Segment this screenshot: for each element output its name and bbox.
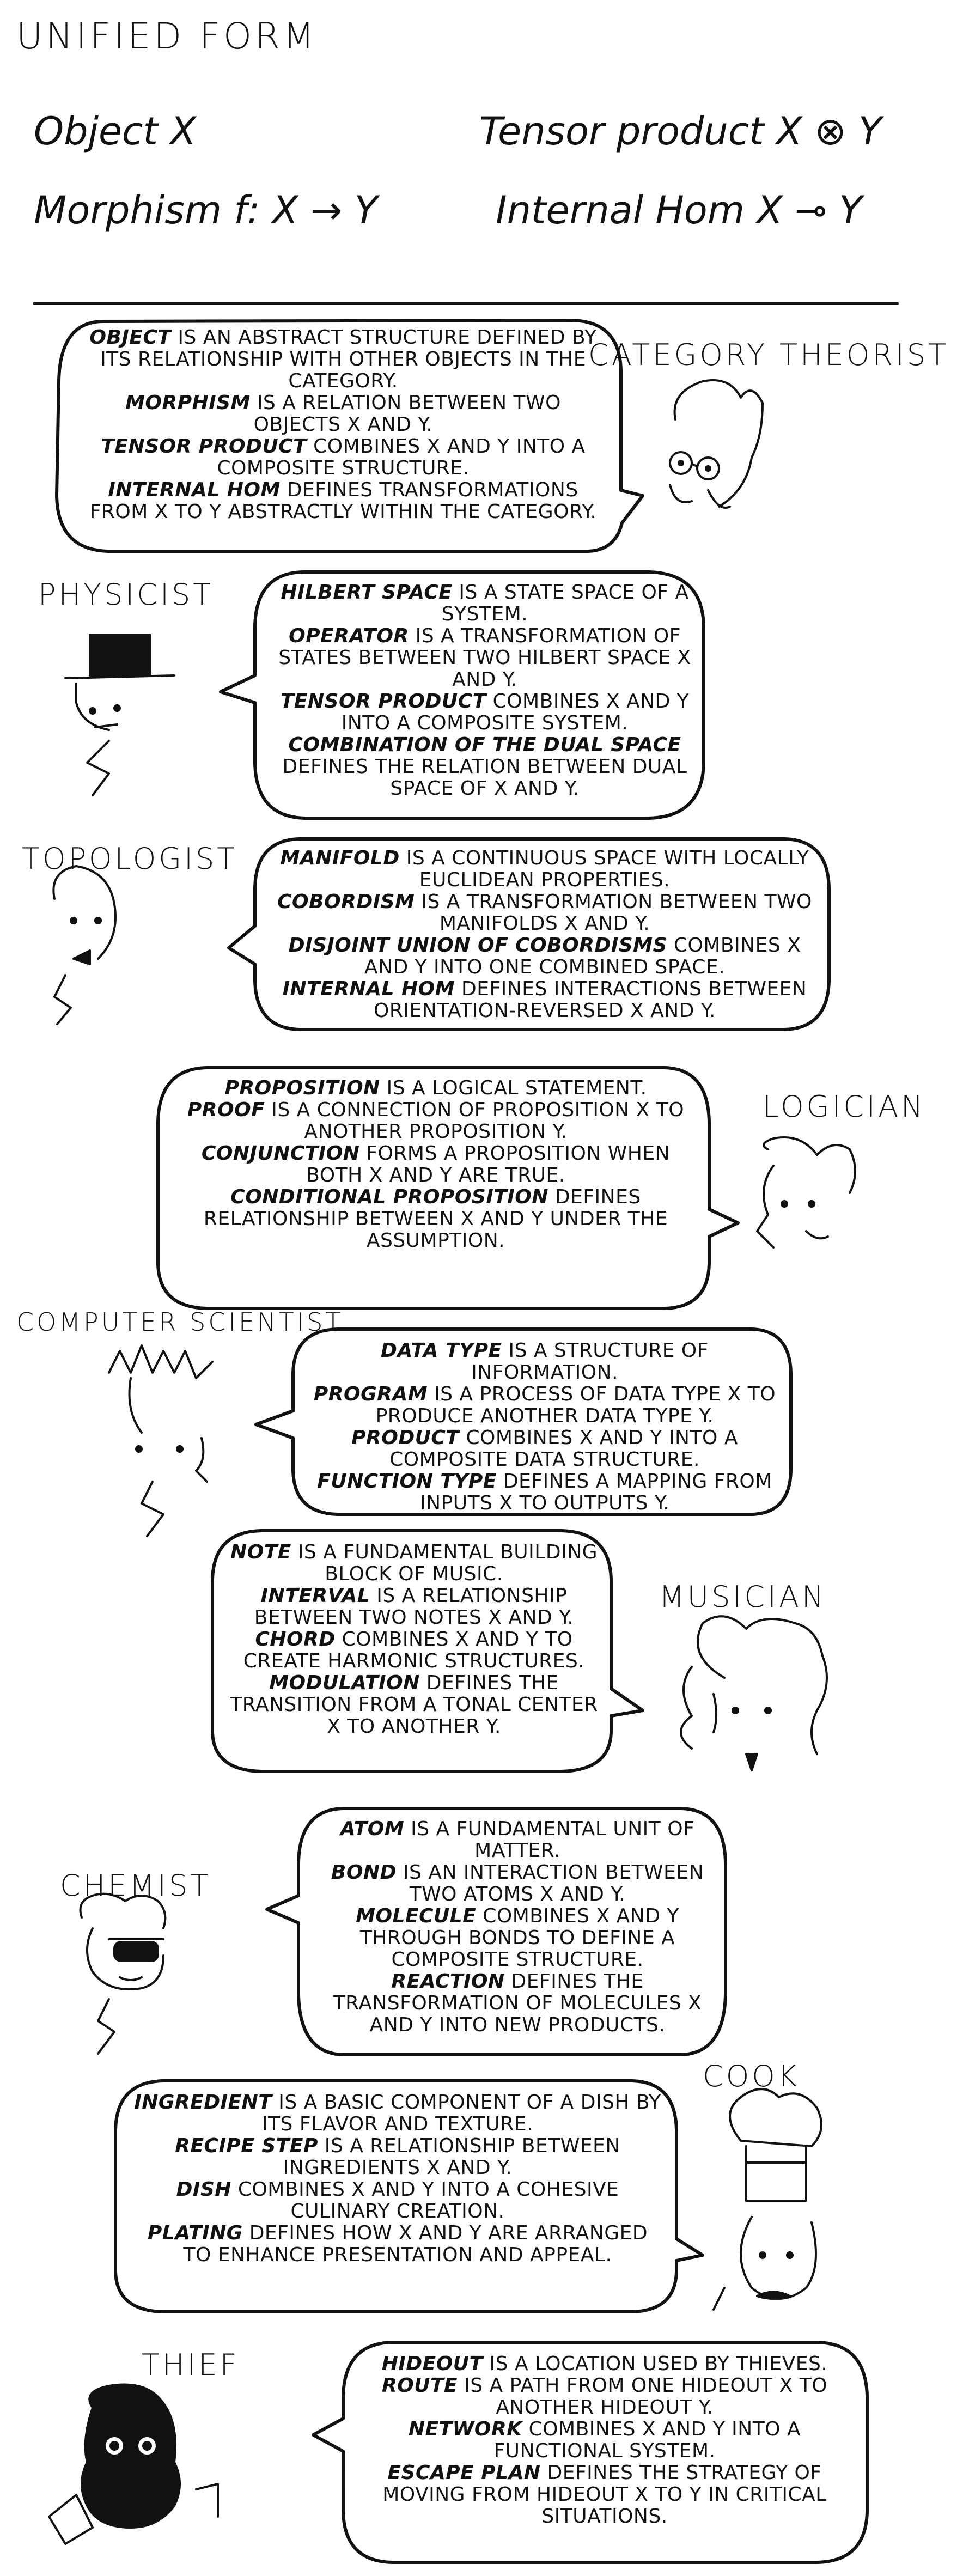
computer-scientist-figure	[108, 1344, 214, 1537]
definition-line: COBORDISM IS A TRANSFORMATION BETWEEN TW…	[277, 891, 812, 935]
definition-line: CONJUNCTION FORMS A PROPOSITION WHEN BOT…	[201, 1142, 671, 1186]
cook-figure	[712, 2088, 822, 2311]
bubble-text-thief: HIDEOUT IS A LOCATION USED BY THIEVES. R…	[359, 2353, 850, 2528]
definition-morphism: Morphism f: X → Y	[34, 188, 378, 233]
definition-line: TENSOR PRODUCT COMBINES X AND Y INTO A C…	[101, 435, 586, 479]
definition-line: OBJECT IS AN ABSTRACT STRUCTURE DEFINED …	[89, 326, 597, 392]
definition-line: PRODUCT COMBINES X AND Y INTO A COMPOSIT…	[351, 1427, 738, 1471]
definition-line: DISJOINT UNION OF COBORDISMS COMBINES X …	[288, 934, 801, 978]
definition-line: TENSOR PRODUCT COMBINES X AND Y INTO A C…	[280, 690, 690, 734]
category-theorist-figure	[669, 379, 764, 509]
definition-line: MOLECULE COMBINES X AND Y THROUGH BONDS …	[356, 1905, 679, 1971]
definition-line: PROOF IS A CONNECTION OF PROPOSITION X T…	[187, 1099, 685, 1143]
bubble-text-logician: PROPOSITION IS A LOGICAL STATEMENT. PROO…	[174, 1077, 697, 1252]
page-title: UNIFIED FORM	[16, 15, 318, 57]
definition-line: NETWORK COMBINES X AND Y INTO A FUNCTION…	[408, 2418, 801, 2462]
definition-line: ATOM IS A FUNDAMENTAL UNIT OF MATTER.	[340, 1818, 695, 1862]
definition-line: BOND IS AN INTERACTION BETWEEN TWO ATOMS…	[331, 1861, 704, 1905]
definition-line: INTERVAL IS A RELATIONSHIP BETWEEN TWO N…	[254, 1585, 574, 1629]
role-label-cook: COOK	[703, 2059, 800, 2093]
definition-line: ROUTE IS A PATH FROM ONE HIDEOUT X TO AN…	[381, 2374, 828, 2419]
bubble-text-cook: INGREDIENT IS A BASIC COMPONENT OF A DIS…	[131, 2092, 665, 2266]
definition-internal-hom: Internal Hom X ⊸ Y	[496, 188, 863, 233]
logician-figure	[756, 1136, 856, 1249]
bubble-text-category-theorist: OBJECT IS AN ABSTRACT STRUCTURE DEFINED …	[82, 327, 605, 523]
bubble-text-topologist: MANIFOLD IS A CONTINUOUS SPACE WITH LOCA…	[272, 848, 817, 1022]
definition-line: CONDITIONAL PROPOSITION DEFINES RELATION…	[203, 1186, 668, 1252]
definition-line: RECIPE STEP IS A RELATIONSHIP BETWEEN IN…	[175, 2135, 620, 2179]
thief-figure	[48, 2383, 219, 2545]
definition-line: PLATING DEFINES HOW X AND Y ARE ARRANGED…	[147, 2222, 648, 2266]
definition-line: DISH COMBINES X AND Y INTO A COHESIVE CU…	[176, 2178, 619, 2222]
definition-line: REACTION DEFINES THE TRANSFORMATION OF M…	[333, 1970, 702, 2036]
bubble-text-musician: NOTE IS A FUNDAMENTAL BUILDING BLOCK OF …	[229, 1542, 599, 1738]
role-label-physicist: PHYSICIST	[38, 577, 214, 612]
definition-line: INTERNAL HOM DEFINES INTERACTIONS BETWEE…	[282, 978, 807, 1022]
definition-line: MANIFOLD IS A CONTINUOUS SPACE WITH LOCA…	[280, 847, 809, 891]
definition-line: CHORD COMBINES X AND Y TO CREATE HARMONI…	[243, 1628, 585, 1672]
role-label-musician: MUSICIAN	[659, 1580, 827, 1614]
role-label-logician: LOGICIAN	[763, 1089, 926, 1124]
definition-line: ESCAPE PLAN DEFINES THE STRATEGY OF MOVI…	[382, 2462, 827, 2528]
definition-line: INTERNAL HOM DEFINES TRANSFORMATIONS FRO…	[89, 479, 597, 523]
definition-tensor-product: Tensor product X ⊗ Y	[479, 109, 882, 154]
definition-line: HIDEOUT IS A LOCATION USED BY THIEVES.	[381, 2353, 828, 2375]
role-label-computer-scientist: COMPUTER SCIENTIST	[16, 1307, 344, 1337]
role-label-thief: THIEF	[142, 2348, 240, 2382]
header-divider	[33, 302, 899, 305]
chemist-figure	[79, 1892, 167, 2055]
definition-line: FUNCTION TYPE DEFINES A MAPPING FROM INP…	[317, 1470, 772, 1514]
definition-line: INGREDIENT IS A BASIC COMPONENT OF A DIS…	[134, 2091, 661, 2135]
role-label-topologist: TOPOLOGIST	[22, 842, 238, 876]
bubble-text-chemist: ATOM IS A FUNDAMENTAL UNIT OF MATTER. BO…	[321, 1818, 714, 2036]
bubble-text-computer-scientist: DATA TYPE IS A STRUCTURE OF INFORMATION.…	[310, 1340, 779, 1514]
role-label-chemist: CHEMIST	[60, 1868, 211, 1903]
definition-line: HILBERT SPACE IS A STATE SPACE OF A SYST…	[281, 581, 689, 625]
definition-line: PROGRAM IS A PROCESS OF DATA TYPE X TO P…	[313, 1383, 776, 1427]
definition-line: MODULATION DEFINES THE TRANSITION FROM A…	[230, 1672, 598, 1738]
definition-line: OPERATOR IS A TRANSFORMATION OF STATES B…	[278, 625, 691, 691]
bubble-text-physicist: HILBERT SPACE IS A STATE SPACE OF A SYST…	[278, 582, 692, 800]
definition-line: PROPOSITION IS A LOGICAL STATEMENT.	[224, 1077, 647, 1099]
definition-line: DATA TYPE IS A STRUCTURE OF INFORMATION.	[381, 1339, 709, 1384]
definition-line: NOTE IS A FUNDAMENTAL BUILDING BLOCK OF …	[230, 1541, 598, 1585]
topologist-figure	[52, 865, 117, 1025]
definition-line: MORPHISM IS A RELATION BETWEEN TWO OBJEC…	[125, 392, 561, 436]
definition-line: COMBINATION OF THE DUAL SPACE DEFINES TH…	[282, 734, 687, 800]
physicist-figure	[64, 634, 175, 796]
role-label-category-theorist: CATEGORY THEORIST	[588, 338, 949, 372]
definition-object: Object X	[34, 109, 197, 154]
musician-figure	[680, 1615, 828, 1771]
